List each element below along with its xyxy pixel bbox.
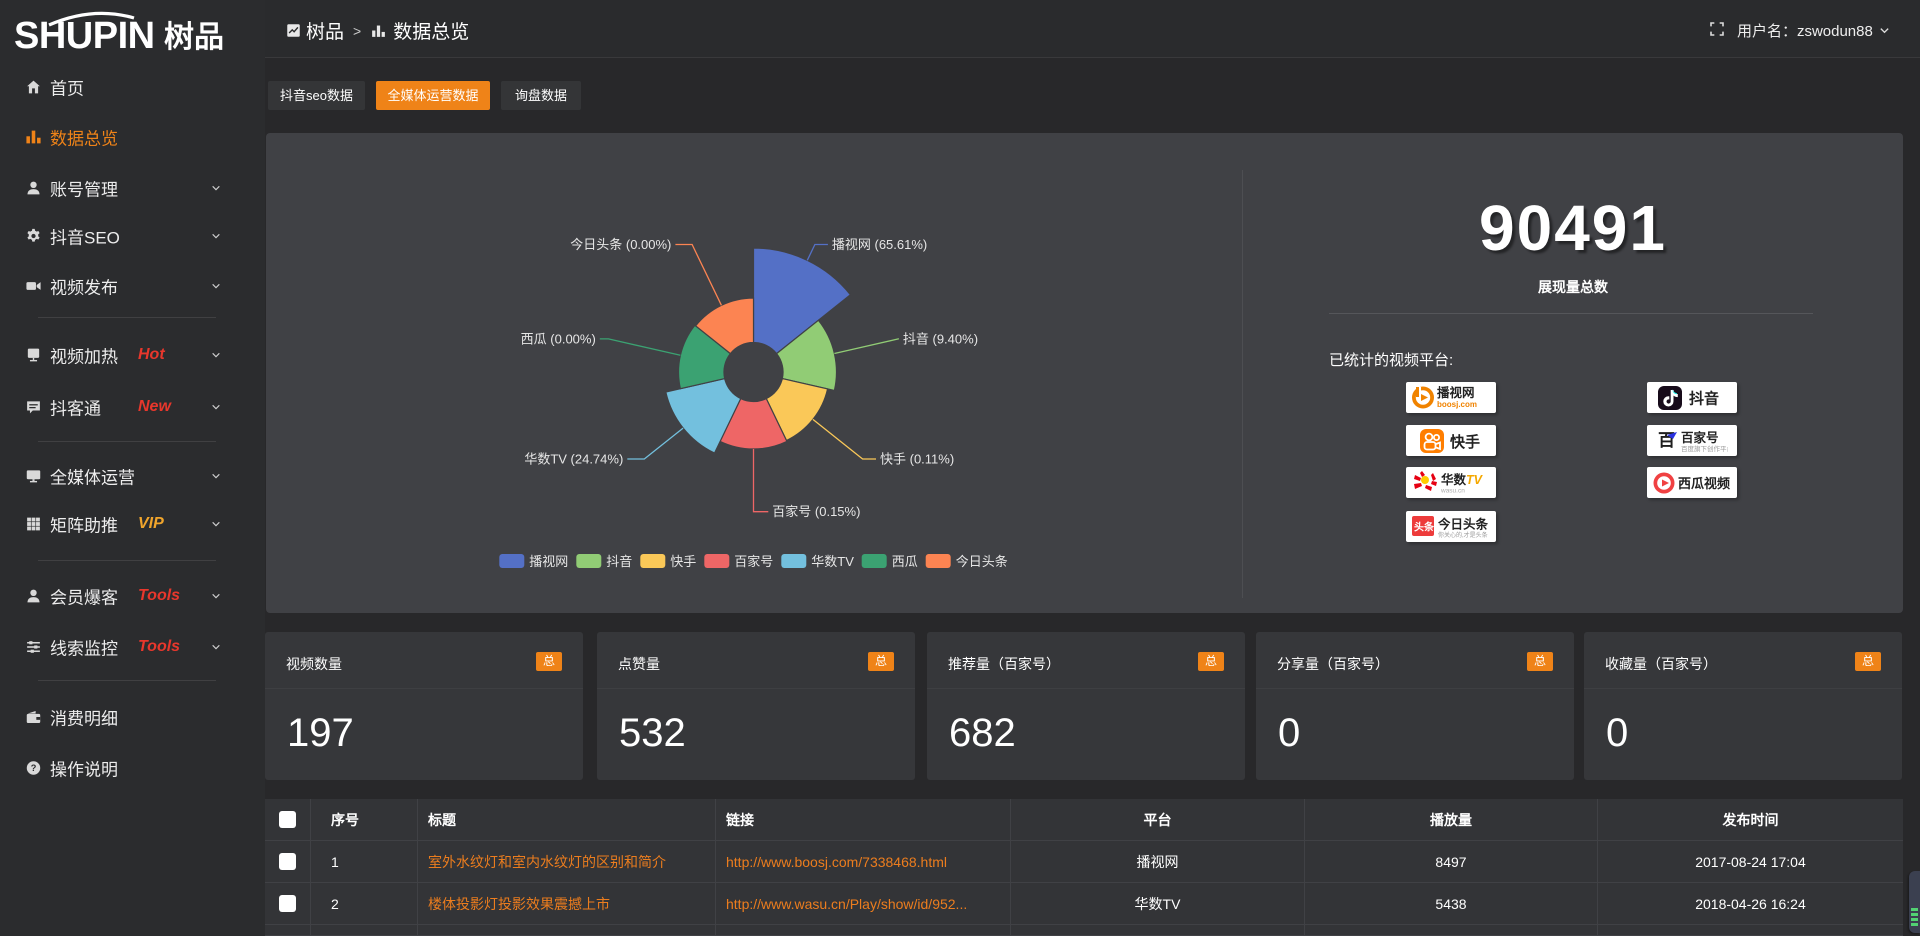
svg-text:抖音: 抖音 <box>1689 389 1719 407</box>
svg-text:西瓜视频: 西瓜视频 <box>1678 476 1730 491</box>
svg-text:SHUPIN: SHUPIN <box>14 15 155 55</box>
svg-text:华数TV (24.74%): 华数TV (24.74%) <box>524 452 623 467</box>
svg-text:wasu.cn: wasu.cn <box>1440 488 1465 495</box>
svg-text:百度旗下创作平台: 百度旗下创作平台 <box>1681 444 1728 453</box>
svg-text:百家号: 百家号 <box>1681 430 1719 445</box>
svg-text:播视网 (65.61%): 播视网 (65.61%) <box>832 237 927 252</box>
svg-text:西瓜: 西瓜 <box>892 554 918 569</box>
svg-text:树品: 树品 <box>164 21 224 54</box>
svg-text:华数TV: 华数TV <box>1441 472 1484 487</box>
svg-text:boosj.com: boosj.com <box>1437 400 1477 409</box>
svg-text:今日头条: 今日头条 <box>956 554 1008 569</box>
svg-text:你关心的,才是头条: 你关心的,才是头条 <box>1438 531 1488 539</box>
svg-text:快手: 快手 <box>1450 433 1480 451</box>
svg-text:快手: 快手 <box>670 554 696 569</box>
svg-text:抖音: 抖音 <box>606 554 632 569</box>
svg-text:?: ? <box>31 763 37 773</box>
svg-text:今日头条: 今日头条 <box>1437 517 1489 532</box>
svg-text:百家号: 百家号 <box>734 554 773 569</box>
svg-text:西瓜 (0.00%): 西瓜 (0.00%) <box>521 331 596 346</box>
svg-text:抖音 (9.40%): 抖音 (9.40%) <box>903 331 978 346</box>
svg-text:快手 (0.11%): 快手 (0.11%) <box>880 452 954 467</box>
svg-text:播视网: 播视网 <box>529 554 568 569</box>
svg-text:头条: 头条 <box>1414 521 1435 534</box>
svg-text:华数TV: 华数TV <box>811 554 854 569</box>
svg-text:百家号 (0.15%): 百家号 (0.15%) <box>772 504 860 519</box>
svg-text:今日头条 (0.00%): 今日头条 (0.00%) <box>570 237 671 252</box>
svg-text:播视网: 播视网 <box>1437 385 1475 400</box>
